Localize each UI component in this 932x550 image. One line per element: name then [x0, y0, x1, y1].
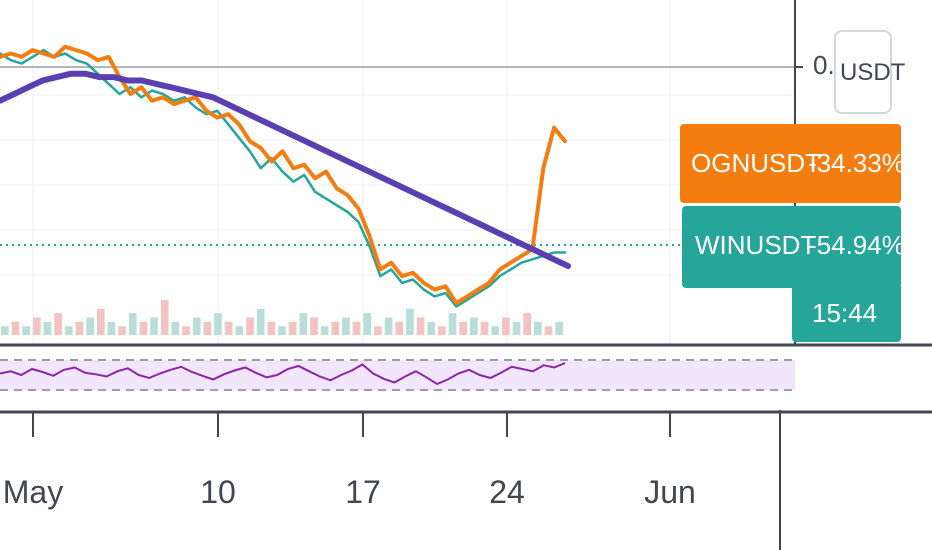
volume-bar-28 — [299, 313, 308, 335]
volume-bar-38 — [406, 308, 414, 335]
volume-bar-40 — [427, 321, 436, 335]
volume-bar-39 — [416, 317, 425, 335]
winusdt-symbol: WINUSDT — [695, 230, 817, 260]
currency-selector[interactable]: USDT — [834, 30, 905, 114]
volume-bar-9 — [96, 308, 105, 335]
zero-price-label: 0.0 — [813, 50, 833, 80]
winusdt-line — [0, 48, 567, 308]
volume-bars — [1, 300, 563, 335]
currency-label: USDT — [840, 59, 906, 86]
volume-bar-18 — [192, 317, 201, 335]
volume-bar-43 — [459, 321, 468, 335]
bar-countdown: 15:44 — [792, 286, 901, 342]
volume-bar-51 — [544, 326, 553, 335]
countdown-text: 15:44 — [812, 298, 878, 328]
volume-bar-3 — [32, 317, 41, 335]
volume-bar-0 — [1, 326, 9, 335]
volume-bar-37 — [395, 321, 404, 335]
volume-bar-7 — [75, 321, 84, 335]
volume-bar-6 — [64, 326, 73, 335]
volume-bar-34 — [363, 313, 372, 335]
volume-bar-20 — [214, 313, 222, 335]
moving-average-line — [0, 70, 571, 269]
rsi-band — [0, 360, 795, 390]
volume-bar-22 — [235, 326, 244, 335]
volume-bar-36 — [384, 317, 393, 335]
volume-bar-17 — [182, 326, 190, 335]
volume-bar-2 — [22, 326, 30, 335]
ognusdt-legend-badge[interactable]: OGNUSDT -34.33% — [680, 124, 905, 203]
x-tick-label-3: 24 — [489, 474, 525, 510]
volume-bar-32 — [342, 317, 350, 335]
volume-bar-25 — [267, 321, 276, 335]
volume-bar-11 — [118, 326, 126, 335]
volume-bar-46 — [491, 326, 500, 335]
volume-bar-26 — [278, 326, 286, 335]
volume-bar-10 — [107, 321, 116, 335]
volume-bar-29 — [310, 317, 318, 335]
volume-bar-31 — [331, 321, 340, 335]
ognusdt-line — [0, 44, 567, 306]
rsi-pane — [0, 343, 932, 414]
series-lines — [0, 44, 571, 308]
volume-bar-12 — [128, 313, 137, 335]
volume-bar-23 — [246, 317, 254, 335]
volume-bar-30 — [320, 326, 329, 335]
volume-bar-1 — [11, 321, 20, 335]
volume-bar-21 — [224, 321, 233, 335]
volume-bar-42 — [448, 313, 457, 335]
volume-bar-27 — [288, 321, 297, 335]
x-tick-label-1: 10 — [200, 474, 236, 510]
volume-bar-48 — [512, 321, 521, 335]
volume-bar-45 — [480, 321, 489, 335]
volume-bar-14 — [150, 317, 158, 335]
winusdt-change: -54.94% — [808, 230, 905, 260]
volume-bar-44 — [470, 317, 478, 335]
x-tick-label-0: May — [3, 474, 63, 510]
volume-bar-5 — [54, 313, 62, 335]
volume-bar-47 — [502, 317, 510, 335]
x-tick-label-4: Jun — [644, 474, 696, 510]
x-axis: May 10 17 24 Jun — [3, 413, 696, 510]
volume-bar-24 — [256, 308, 265, 335]
volume-bar-33 — [352, 321, 361, 335]
volume-bar-4 — [43, 321, 52, 335]
rsi-line — [0, 362, 566, 386]
volume-bar-13 — [139, 321, 148, 335]
ognusdt-symbol: OGNUSDT — [691, 148, 821, 178]
volume-bar-52 — [555, 321, 563, 335]
volume-bar-35 — [374, 326, 382, 335]
volume-bar-50 — [534, 321, 542, 335]
x-tick-label-2: 17 — [345, 474, 381, 510]
winusdt-legend-badge[interactable]: WINUSDT -54.94% — [682, 206, 905, 288]
ognusdt-change: -34.33% — [808, 148, 905, 178]
volume-bar-49 — [523, 313, 532, 335]
volume-bar-16 — [171, 321, 180, 335]
volume-bar-41 — [438, 326, 446, 335]
volume-bar-8 — [86, 317, 94, 335]
volume-bar-15 — [160, 300, 169, 335]
volume-bar-19 — [203, 321, 212, 335]
